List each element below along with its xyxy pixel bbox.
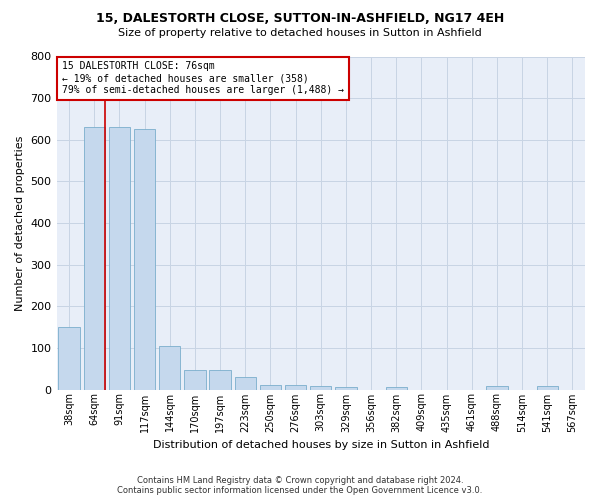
Text: Size of property relative to detached houses in Sutton in Ashfield: Size of property relative to detached ho… (118, 28, 482, 38)
Bar (109, 128, 130, 390)
Bar (159, 346, 181, 390)
Text: 15 DALESTORTH CLOSE: 76sqm
← 19% of detached houses are smaller (358)
79% of sem: 15 DALESTORTH CLOSE: 76sqm ← 19% of deta… (62, 62, 344, 94)
Bar (310, 386, 331, 390)
Bar (134, 130, 155, 390)
Bar (58, 327, 80, 390)
Bar (83, 128, 105, 390)
Bar (486, 386, 508, 390)
Bar (260, 386, 281, 390)
Bar (386, 386, 407, 390)
Bar (235, 377, 256, 390)
Text: Contains HM Land Registry data © Crown copyright and database right 2024.
Contai: Contains HM Land Registry data © Crown c… (118, 476, 482, 495)
Y-axis label: Number of detached properties: Number of detached properties (15, 136, 25, 310)
Bar (209, 370, 231, 390)
Bar (184, 370, 206, 390)
Bar (285, 385, 307, 390)
Text: 15, DALESTORTH CLOSE, SUTTON-IN-ASHFIELD, NG17 4EH: 15, DALESTORTH CLOSE, SUTTON-IN-ASHFIELD… (96, 12, 504, 26)
X-axis label: Distribution of detached houses by size in Sutton in Ashfield: Distribution of detached houses by size … (152, 440, 489, 450)
Bar (335, 386, 356, 390)
Bar (536, 386, 558, 390)
